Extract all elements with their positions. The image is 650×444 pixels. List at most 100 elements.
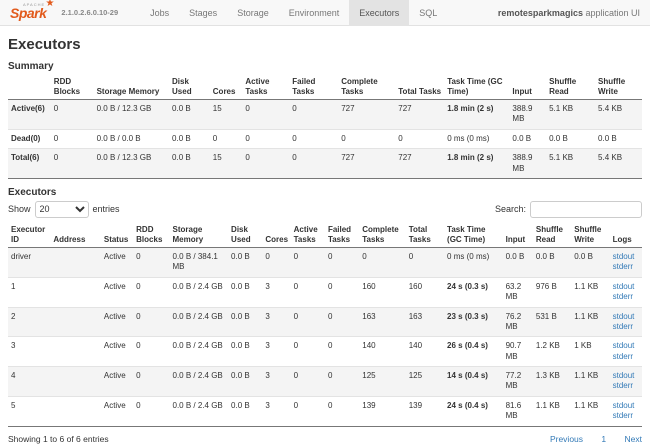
column-header[interactable]: Status — [100, 222, 134, 248]
cell: 5.4 KB — [598, 104, 623, 113]
table-row: 4 Active 0 0.0 B / 2.4 GB 0.0 B 3 0 0 125 125 14 s… — [8, 366, 642, 397]
table-row: 3 Active 0 0.0 B / 2.4 GB 0.0 B 3 0 0 140 140 26 s… — [8, 336, 642, 367]
cell: 0.0 B — [228, 336, 263, 367]
search-control: Search: — [495, 200, 642, 218]
column-header[interactable]: Active Tasks — [290, 222, 325, 248]
cell: 0 — [50, 148, 94, 179]
cell: 0 — [133, 366, 170, 397]
cell: 23 s (0.3 s) — [444, 306, 503, 337]
stderr-link[interactable]: stderr — [612, 262, 634, 272]
logs-cell: stdout stderr — [609, 276, 642, 308]
cell: 0.0 B / 2.4 GB — [169, 306, 229, 337]
cell: 0 — [293, 251, 299, 261]
cell: 163 — [405, 306, 445, 337]
cell: 0 — [209, 128, 243, 149]
table-footer: Showing 1 to 6 of 6 entries Previous 1 N… — [8, 434, 642, 444]
cell: 0 ms (0 ms) — [444, 128, 510, 149]
column-header[interactable]: Address — [50, 222, 101, 248]
cell: 0 — [290, 366, 325, 397]
column-header[interactable]: Input — [502, 222, 533, 248]
nav-item-executors[interactable]: Executors — [349, 0, 410, 26]
entries-label: entries — [92, 204, 120, 215]
stdout-link[interactable]: stdout — [612, 311, 635, 321]
stdout-link[interactable]: stdout — [612, 281, 635, 291]
nav-item-stages[interactable]: Stages — [189, 7, 218, 18]
show-entries: Show 20 entries — [8, 200, 120, 218]
column-header[interactable]: Task Time (GC Time) — [444, 222, 503, 248]
cell: 63.2 MB — [502, 276, 533, 308]
table-row: Total(6) 0 0.0 B / 12.3 GB 0.0 B 15 0 0 727 727 1… — [8, 148, 642, 179]
cell: 0 — [133, 336, 170, 367]
cell: 0 — [324, 366, 360, 397]
cell: 4 — [8, 366, 51, 397]
cell: 0 — [395, 128, 445, 149]
cell: Dead(0) — [8, 128, 51, 149]
cell: 0 — [133, 395, 170, 427]
cell: 26 s (0.4 s) — [444, 336, 503, 367]
column-header[interactable]: Cores — [262, 222, 291, 248]
table-row: 2 Active 0 0.0 B / 2.4 GB 0.0 B 3 0 0 163 163 23 s… — [8, 306, 642, 337]
logs-cell: stdout stderr — [609, 366, 642, 397]
cell: 0 — [265, 251, 270, 261]
stderr-link[interactable]: stderr — [612, 381, 634, 391]
column-header: RDD Blocks — [50, 75, 94, 100]
nav-item-environment[interactable]: Environment — [288, 7, 340, 18]
page-length-select[interactable]: 20 — [34, 200, 89, 218]
stdout-link[interactable]: stdout — [612, 341, 635, 351]
showing-entries-info: Showing 1 to 6 of 6 entries — [8, 433, 109, 444]
spark-logo[interactable]: apache Spark ★ — [10, 0, 54, 21]
cell: 0 — [324, 276, 360, 308]
column-header: Cores — [209, 75, 243, 100]
cell: 727 — [398, 104, 412, 113]
nav-item-jobs[interactable]: Jobs — [150, 7, 170, 18]
column-header[interactable]: Total Tasks — [405, 222, 445, 248]
stdout-link[interactable]: stdout — [612, 251, 635, 261]
cell: 0 — [242, 148, 290, 179]
stderr-link[interactable]: stderr — [612, 351, 634, 361]
cell: 77.2 MB — [502, 366, 533, 397]
column-header: Total Tasks — [395, 75, 445, 100]
cell: 5.4 KB — [595, 148, 642, 179]
cell: 0 — [50, 128, 94, 149]
column-header[interactable]: Complete Tasks — [359, 222, 406, 248]
cell: 1.1 KB — [532, 395, 572, 427]
cell: 24 s (0.4 s) — [444, 395, 503, 427]
cell: 81.6 MB — [502, 395, 533, 427]
cell: 3 — [8, 336, 51, 367]
table-row: Active(6) 0 0.0 B / 12.3 GB 0.0 B 15 0 0 727 727… — [8, 99, 642, 130]
stderr-link[interactable]: stderr — [612, 292, 634, 302]
page-1-link[interactable]: 1 — [601, 433, 607, 444]
cell: 0.0 B / 0.0 B — [93, 128, 170, 149]
nav-item-sql[interactable]: SQL — [419, 7, 438, 18]
column-header[interactable]: Disk Used — [228, 222, 263, 248]
previous-page-link[interactable]: Previous — [549, 433, 584, 444]
search-input[interactable] — [530, 200, 642, 218]
cell: 139 — [359, 395, 406, 427]
cell: 3 — [262, 306, 291, 337]
column-header[interactable]: Failed Tasks — [324, 222, 360, 248]
cell: 15 — [209, 148, 243, 179]
stdout-link[interactable]: stdout — [612, 400, 635, 410]
nav-item-storage[interactable]: Storage — [237, 7, 269, 18]
stdout-link[interactable]: stdout — [612, 371, 635, 381]
next-page-link[interactable]: Next — [624, 433, 642, 444]
column-header[interactable]: Executor ID — [8, 222, 51, 248]
column-header[interactable]: Shuffle Read — [532, 222, 572, 248]
column-header[interactable]: Shuffle Write — [571, 222, 610, 248]
column-header: Storage Memory — [93, 75, 170, 100]
column-header[interactable]: RDD Blocks — [133, 222, 170, 248]
executors-heading: Executors — [8, 186, 57, 198]
page-title: Executors — [8, 36, 81, 53]
cell: 727 — [338, 148, 396, 179]
column-header[interactable]: Logs — [609, 222, 642, 248]
stderr-link[interactable]: stderr — [612, 411, 634, 421]
logs-cell: stdout stderr — [610, 247, 642, 277]
summary-heading: Summary — [8, 61, 54, 72]
cell: 0 — [133, 276, 170, 308]
column-header[interactable]: Storage Memory — [169, 222, 229, 248]
cell: 727 — [395, 148, 445, 179]
column-header: Complete Tasks — [338, 75, 396, 100]
cell: 125 — [359, 366, 406, 397]
stderr-link[interactable]: stderr — [612, 321, 634, 331]
